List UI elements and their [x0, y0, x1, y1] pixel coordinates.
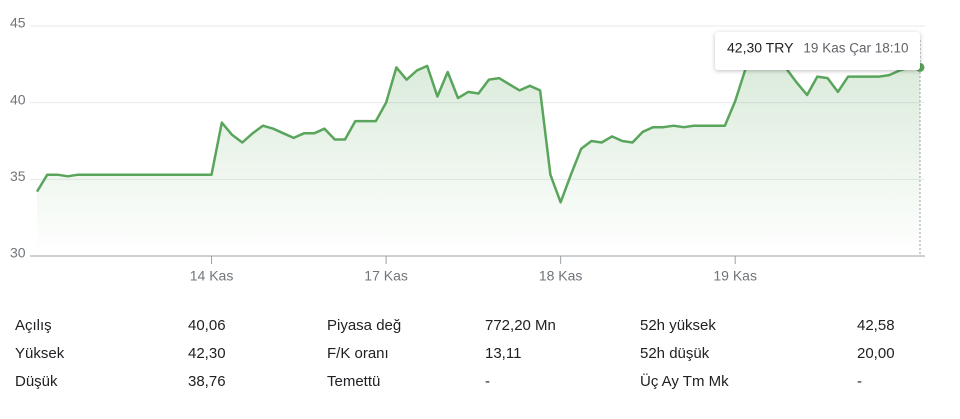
tooltip-price: 42,30 TRY [727, 40, 794, 56]
stat-value: 40,06 [188, 317, 226, 334]
x-tick-label: 18 Kas [539, 268, 583, 284]
y-tick-label: 40 [10, 91, 26, 107]
stat-value: 42,30 [188, 345, 226, 362]
stat-label: 52h yüksek [640, 317, 716, 334]
stat-label: Düşük [15, 373, 58, 390]
stats-row: Açılış 40,06 Piyasa değ 772,20 Mn 52h yüksek… [0, 310, 960, 338]
stat-label: F/K oranı [327, 345, 389, 362]
tooltip: 42,30 TRY 19 Kas Çar 18:10 [715, 32, 920, 70]
stat-value: 20,00 [857, 345, 895, 362]
x-tick-label: 19 Kas [713, 268, 757, 284]
tooltip-time: 19 Kas Çar 18:10 [803, 41, 908, 56]
x-tick-label: 14 Kas [190, 268, 234, 284]
stat-value: 38,76 [188, 373, 226, 390]
chart: 30 35 40 45 14 Kas 17 Kas 18 Kas 19 Kas 42,30 TR… [10, 15, 925, 284]
stat-label: Piyasa değ [327, 317, 402, 334]
stat-label: 52h düşük [640, 345, 710, 362]
stat-value: - [857, 373, 862, 390]
y-tick-label: 35 [10, 168, 26, 184]
y-tick-label: 45 [10, 15, 26, 31]
x-tick-label: 17 Kas [364, 268, 408, 284]
stats-row: Yüksek 42,30 F/K oranı 13,11 52h düşük 20,00 [0, 338, 960, 366]
y-tick-label: 30 [10, 245, 26, 261]
stats-table: Açılış 40,06 Piyasa değ 772,20 Mn 52h yüksek… [0, 310, 960, 394]
stat-value: - [485, 373, 490, 390]
stat-label: Üç Ay Tm Mk [640, 373, 729, 390]
stats-row: Düşük 38,76 Temettü - Üç Ay Tm Mk - [0, 366, 960, 394]
stat-label: Yüksek [15, 345, 65, 362]
stat-value: 772,20 Mn [485, 317, 556, 334]
stat-label: Temettü [327, 373, 381, 390]
area-fill [37, 65, 920, 257]
tooltip-box [715, 32, 920, 70]
stat-label: Açılış [15, 317, 52, 334]
stat-value: 13,11 [485, 345, 522, 362]
stat-value: 42,58 [857, 317, 895, 334]
